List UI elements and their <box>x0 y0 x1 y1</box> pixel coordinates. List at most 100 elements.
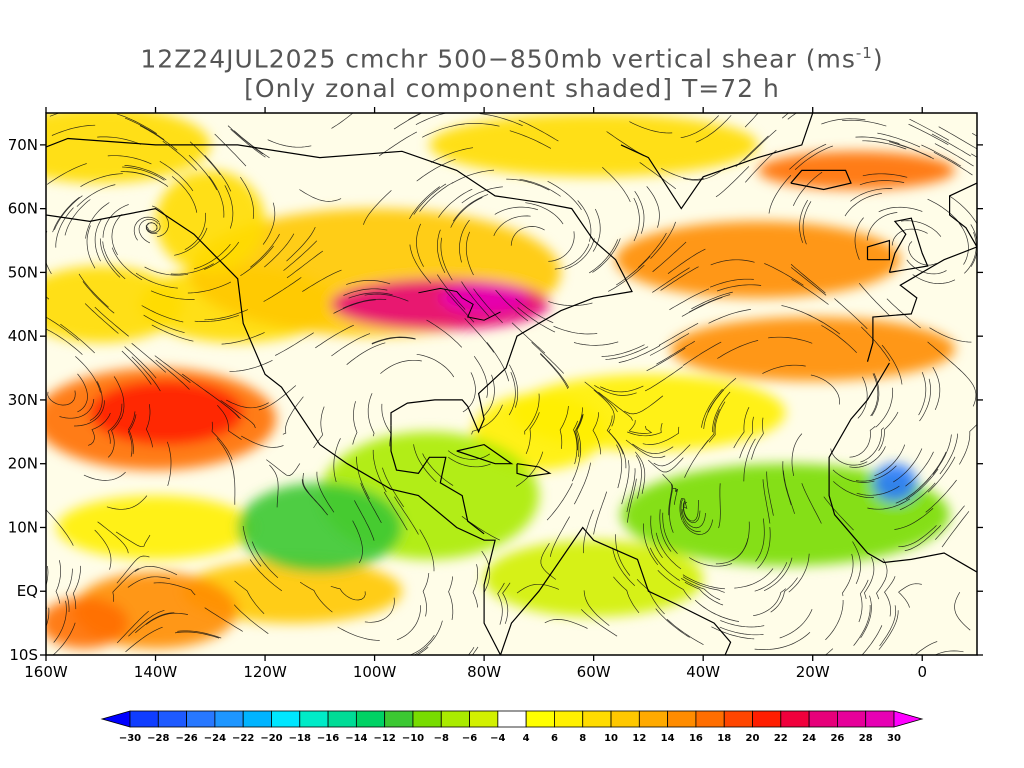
colorbar-label: −22 <box>232 733 254 744</box>
colorbar-swatch <box>497 710 527 728</box>
coastline <box>390 425 485 535</box>
lon-tick-label: 100W <box>353 663 397 681</box>
shading-region <box>757 151 956 190</box>
shading-region <box>182 559 402 624</box>
lat-tick-label: 40N <box>8 327 38 345</box>
longitude-axis: 160W 140W 120W 100W 80W 60W 40W 20W 0 <box>24 107 927 681</box>
lon-tick-label: 160W <box>24 663 68 681</box>
colorbar-swatch <box>752 710 782 728</box>
shading-region <box>89 380 244 445</box>
lon-tick-label: 140W <box>134 663 178 681</box>
lat-tick-label: 10N <box>8 518 38 536</box>
colorbar-label: 8 <box>579 733 586 744</box>
shading-region <box>615 221 901 298</box>
colorbar-swatch <box>667 710 697 728</box>
colorbar-swatch <box>610 710 640 728</box>
colorbar-label: −24 <box>204 733 226 744</box>
colorbar-swatch <box>582 710 612 728</box>
title-suffix: ) <box>872 44 884 74</box>
lon-tick-label: 80W <box>467 663 501 681</box>
colorbar-swatch <box>271 710 301 728</box>
colorbar: −30 −28 −26 −24 −22 −20 −18 −16 −14 −12 −10 −8 −6 −4 4… <box>100 710 924 744</box>
title-unit-exponent: -1 <box>855 44 873 62</box>
shading-region <box>429 113 758 177</box>
colorbar-swatch <box>469 710 499 728</box>
lat-tick-label: 10S <box>9 646 38 664</box>
lat-tick-label: 60N <box>8 200 38 218</box>
lon-tick-label: 0 <box>917 663 927 681</box>
lat-tick-label: 20N <box>8 455 38 473</box>
coastline <box>456 443 514 465</box>
coastline <box>828 362 977 573</box>
colorbar-swatch <box>808 710 838 728</box>
lat-tick-label: 70N <box>8 136 38 154</box>
colorbar-swatch <box>865 710 895 728</box>
colorbar-swatch <box>214 710 244 728</box>
colorbar-arrow-right <box>893 710 924 728</box>
coastline-layer <box>46 113 977 655</box>
colorbar-label: 10 <box>604 733 618 744</box>
coastline <box>888 217 929 273</box>
colorbar-swatch <box>412 710 442 728</box>
colorbar-label: 24 <box>802 733 816 744</box>
colorbar-label: −16 <box>317 733 339 744</box>
colorbar-swatch <box>723 710 753 728</box>
lat-tick-label: 50N <box>8 263 38 281</box>
coastline <box>866 246 977 362</box>
shading-region <box>56 495 255 560</box>
lat-tick-label: EQ <box>17 582 38 600</box>
colorbar-label: −30 <box>119 733 141 744</box>
great-lakes-outline <box>418 287 501 321</box>
colorbar-label: 16 <box>689 733 703 744</box>
colorbar-label: −18 <box>289 733 311 744</box>
coastline <box>46 207 502 655</box>
colorbar-label: 14 <box>661 733 675 744</box>
colorbar-label: −14 <box>345 733 367 744</box>
coastline <box>516 463 552 478</box>
colorbar-swatch <box>554 710 584 728</box>
colorbar-swatch <box>157 710 187 728</box>
coastline <box>620 113 814 210</box>
colorbar-swatch <box>440 710 470 728</box>
colorbar-label: −6 <box>462 733 477 744</box>
title-prefix: 12Z24JUL2025 cmchr 500−850mb vertical sh… <box>140 44 856 74</box>
shading-region <box>872 463 917 502</box>
shading-region <box>484 540 704 617</box>
colorbar-label: −10 <box>402 733 424 744</box>
colorbar-label: 20 <box>746 733 760 744</box>
coastline <box>790 169 852 191</box>
colorbar-label: 26 <box>830 733 844 744</box>
shading-region <box>621 463 950 566</box>
colorbar-swatch <box>327 710 357 728</box>
shading-region <box>670 317 956 381</box>
colorbar-label: 28 <box>859 733 873 744</box>
colorbar-label: −8 <box>434 733 449 744</box>
shading-region <box>237 482 402 573</box>
colorbar-label: −28 <box>147 733 169 744</box>
colorbar-label: −12 <box>374 733 396 744</box>
colorbar-swatch <box>525 710 555 728</box>
latitude-axis: 70N 60N 50N 40N 30N 20N 10N EQ 10S <box>8 136 983 664</box>
coastline <box>866 239 891 261</box>
colorbar-label: −20 <box>260 733 282 744</box>
plot-title-line2: [Only zonal component shaded] T=72 h <box>244 74 780 103</box>
colorbar-label: 6 <box>551 733 558 744</box>
coastline <box>948 182 977 248</box>
shear-shading-layer <box>46 113 977 655</box>
map-frame <box>45 112 978 656</box>
colorbar-swatch <box>638 710 669 728</box>
shading-region <box>46 597 129 649</box>
colorbar-label: −4 <box>490 733 505 744</box>
coastline <box>499 526 732 655</box>
colorbar-label: 18 <box>717 733 731 744</box>
colorbar-label: 4 <box>523 733 530 744</box>
shading-region <box>440 281 528 314</box>
colorbar-arrow-left <box>100 710 131 728</box>
colorbar-swatch <box>355 710 386 728</box>
colorbar-swatch <box>837 710 867 728</box>
lon-tick-label: 20W <box>796 663 830 681</box>
colorbar-swatch <box>242 710 272 728</box>
colorbar-label: 30 <box>887 733 901 744</box>
colorbar-swatch <box>129 710 159 728</box>
